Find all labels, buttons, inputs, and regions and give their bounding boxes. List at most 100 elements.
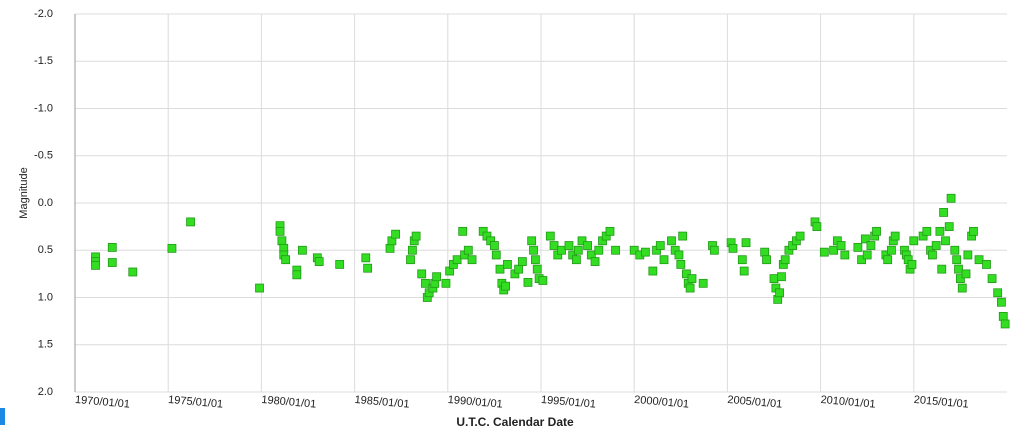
data-point [421, 278, 430, 288]
data-point [866, 241, 876, 250]
data-point [503, 260, 512, 269]
x-tick-label: 1995/01/01 [540, 394, 596, 411]
data-point [432, 272, 442, 282]
data-point [527, 236, 537, 246]
data-point [514, 264, 524, 274]
data-point [107, 243, 117, 252]
data-point [458, 226, 468, 236]
data-point [840, 250, 850, 260]
data-point [391, 229, 401, 239]
data-point [659, 255, 669, 265]
data-point [489, 241, 499, 250]
x-tick-label: 1985/01/01 [354, 394, 410, 411]
data-point [538, 276, 548, 285]
x-axis-title: U.T.C. Calendar Date [456, 415, 574, 429]
data-point [678, 231, 688, 241]
data-point [780, 255, 790, 265]
data-point [648, 266, 658, 276]
data-point [777, 272, 786, 282]
data-point [939, 208, 949, 217]
data-point [819, 247, 829, 257]
data-point [728, 243, 738, 253]
data-point [907, 260, 917, 269]
data-point [963, 250, 973, 260]
data-point [463, 245, 473, 255]
data-point [946, 193, 956, 203]
data-point [186, 217, 195, 227]
y-tick-label: 1.5 [38, 339, 53, 351]
data-point [935, 226, 945, 236]
data-point [957, 283, 967, 293]
data-point [853, 243, 863, 252]
data-point [909, 236, 919, 246]
data-point [491, 250, 501, 260]
data-point [277, 236, 287, 246]
data-point [275, 226, 285, 236]
data-point [862, 250, 872, 260]
data-point [292, 270, 302, 280]
data-point [775, 288, 784, 298]
data-point [298, 245, 307, 255]
data-point [950, 245, 960, 255]
data-point [860, 234, 870, 244]
x-tick-label: 1975/01/01 [168, 394, 224, 411]
data-point [557, 245, 566, 255]
data-point [529, 245, 538, 255]
data-point [698, 278, 708, 288]
data-point [997, 297, 1006, 307]
y-tick-label: 1.0 [38, 291, 53, 303]
data-point [969, 226, 978, 236]
data-point [998, 311, 1008, 321]
data-point [857, 255, 867, 265]
data-point [91, 260, 100, 270]
data-point [611, 245, 620, 255]
data-point [335, 260, 345, 269]
data-point [937, 264, 947, 274]
data-point [890, 231, 900, 241]
y-axis-title: Magnitude [18, 167, 30, 218]
data-point [795, 231, 805, 241]
data-point [760, 247, 770, 257]
data-point [954, 264, 963, 274]
data-point [687, 274, 697, 284]
data-point [640, 247, 650, 257]
data-point [922, 226, 932, 236]
data-point [982, 260, 991, 269]
data-point [709, 245, 719, 255]
data-point [769, 274, 779, 284]
data-point [741, 238, 751, 248]
data-point [836, 241, 846, 250]
data-point [739, 266, 749, 276]
y-tick-label: -0.5 [34, 150, 53, 162]
data-point [956, 274, 965, 284]
data-point [167, 243, 177, 253]
x-tick-label: 2015/01/01 [913, 394, 969, 411]
data-point [887, 245, 896, 255]
data-point [577, 236, 587, 246]
side-marker [0, 408, 5, 425]
data-point [545, 231, 555, 241]
data-point [495, 264, 505, 274]
x-tick-label: 2005/01/01 [727, 394, 783, 411]
data-point [590, 257, 600, 266]
data-point [737, 255, 747, 265]
data-point [987, 274, 997, 284]
data-point [517, 257, 527, 266]
data-point [629, 245, 639, 255]
y-tick-label: 0.5 [38, 244, 53, 256]
data-point [361, 253, 371, 263]
data-point [411, 231, 421, 241]
data-point [385, 243, 395, 253]
data-point [1000, 319, 1010, 329]
y-tick-label: -2.0 [34, 8, 53, 20]
data-point [952, 255, 962, 265]
data-point [573, 245, 583, 255]
data-point [128, 267, 138, 277]
data-point [523, 277, 533, 287]
y-tick-label: -1.0 [34, 102, 53, 114]
data-point [993, 288, 1003, 298]
x-tick-label: 1980/01/01 [261, 394, 317, 411]
data-point [531, 255, 540, 265]
data-point [762, 255, 771, 265]
